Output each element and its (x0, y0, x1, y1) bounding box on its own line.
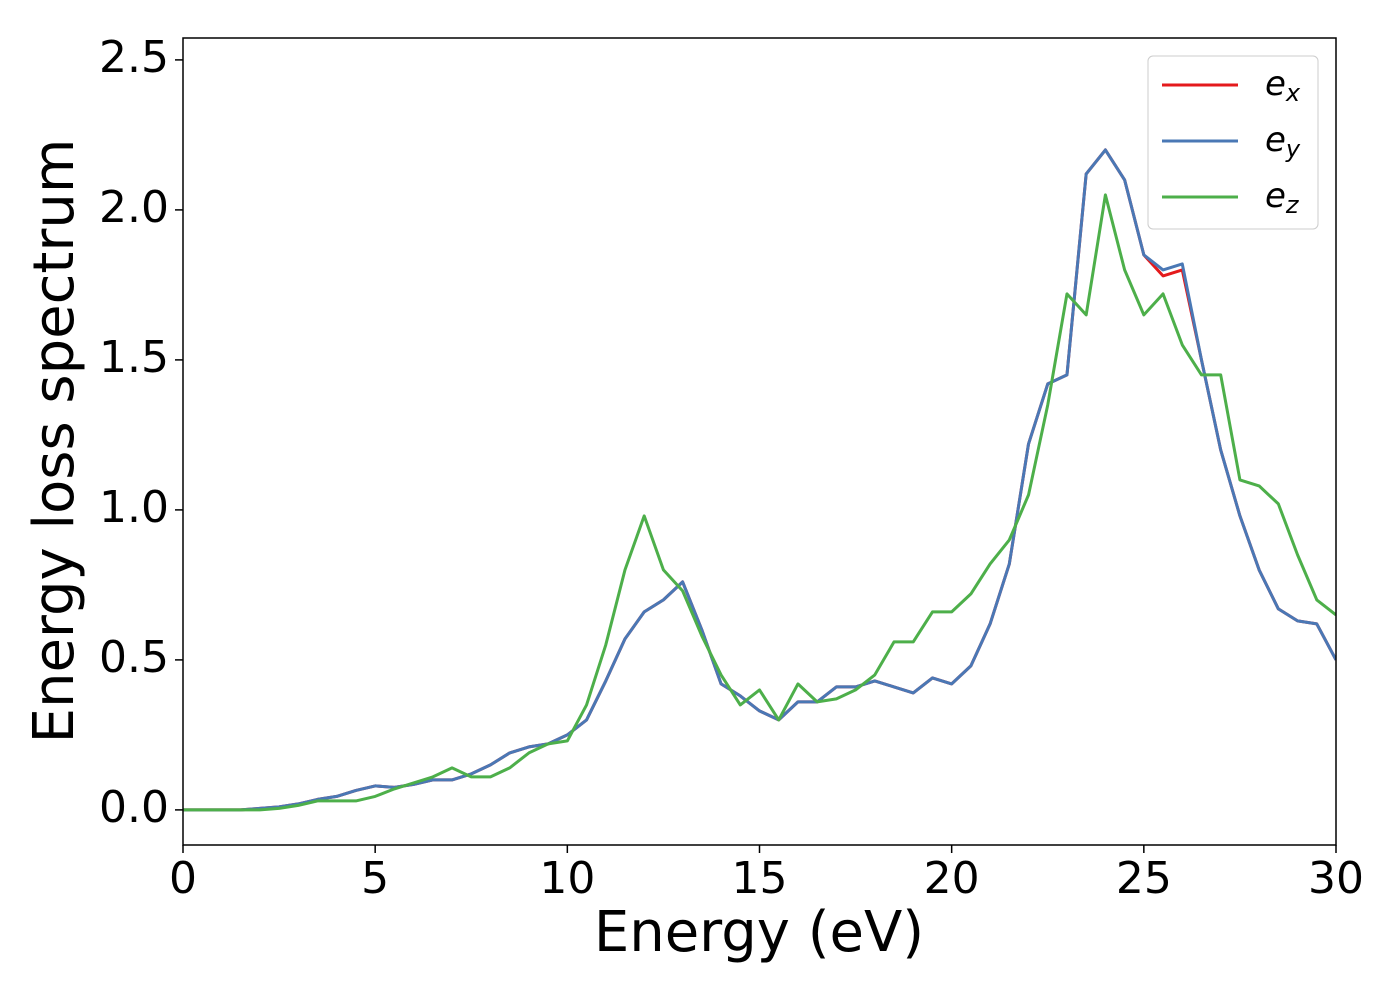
y-tick-label: 2.0 (99, 182, 169, 233)
x-tick-label: 20 (924, 853, 980, 904)
y-tick-label: 0.5 (99, 632, 169, 683)
y-axis-label: Energy loss spectrum (22, 139, 87, 744)
y-tick-label: 1.5 (99, 332, 169, 383)
legend-label: ez (1265, 176, 1300, 220)
x-tick-label: 10 (539, 853, 595, 904)
x-axis-label: Energy (eV) (594, 900, 924, 965)
y-tick-label: 2.5 (99, 32, 169, 83)
data-line (183, 148, 1336, 812)
x-tick-label: 0 (169, 853, 197, 904)
legend-label: ex (1265, 64, 1301, 108)
data-line (183, 193, 1336, 812)
plot-area (183, 148, 1336, 812)
x-tick-label: 30 (1308, 853, 1364, 904)
y-tick-label: 1.0 (99, 482, 169, 533)
y-tick-label: 0.0 (99, 782, 169, 833)
legend-label: ey (1265, 120, 1301, 164)
x-tick-label: 15 (732, 853, 788, 904)
plot-frame (182, 37, 1337, 846)
x-tick-label: 5 (361, 853, 389, 904)
x-tick-label: 25 (1116, 853, 1172, 904)
